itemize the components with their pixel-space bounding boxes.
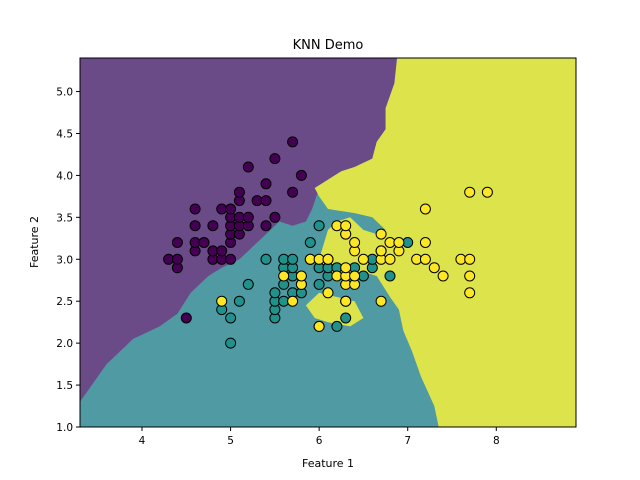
- x-tick-label: 5: [227, 435, 234, 447]
- point-class-2-36: [437, 270, 449, 282]
- x-tick-label: 8: [493, 435, 500, 447]
- point-class-0-32: [260, 195, 272, 207]
- point-class-0-38: [295, 169, 307, 181]
- point-class-2-6: [313, 320, 325, 332]
- point-class-2-17: [340, 220, 352, 232]
- y-tick-label: 4.5: [56, 128, 73, 140]
- point-class-1-3: [233, 295, 245, 307]
- point-class-1-31: [340, 312, 352, 324]
- y-tick-label: 5.0: [56, 87, 73, 99]
- point-class-2-25: [375, 245, 387, 257]
- region-class-2: [314, 58, 576, 427]
- point-class-2-30: [393, 237, 405, 248]
- point-class-1-9: [269, 287, 281, 299]
- point-class-0-16: [225, 253, 237, 265]
- point-class-2-39: [464, 270, 476, 282]
- point-class-1-23: [313, 278, 325, 290]
- decision-regions: [80, 58, 576, 427]
- point-class-0-37: [287, 136, 299, 148]
- y-tick-label: 3.5: [56, 212, 73, 224]
- point-class-1-29: [331, 320, 343, 332]
- point-class-2-12: [340, 295, 352, 307]
- point-class-2-8: [322, 287, 334, 299]
- point-class-0-9: [198, 237, 210, 248]
- point-class-0-28: [242, 211, 254, 223]
- point-class-1-1: [225, 337, 237, 349]
- point-class-2-34: [419, 203, 431, 215]
- point-class-1-5: [260, 253, 272, 265]
- point-class-2-26: [375, 228, 387, 240]
- y-tick-label: 2.0: [56, 338, 73, 350]
- point-class-0-3: [171, 237, 183, 248]
- point-class-2-38: [464, 287, 476, 299]
- x-axis-label: Feature 1: [302, 457, 354, 470]
- point-class-2-0: [216, 295, 228, 307]
- x-tick-label: 6: [316, 435, 323, 447]
- point-class-0-29: [242, 161, 254, 173]
- y-tick-label: 4.0: [56, 170, 73, 182]
- point-class-0-21: [225, 203, 237, 215]
- y-tick-label: 1.5: [56, 380, 73, 392]
- point-class-2-2: [287, 295, 299, 307]
- point-class-2-41: [464, 186, 476, 198]
- point-class-0-7: [189, 220, 201, 232]
- point-class-2-1: [278, 270, 290, 282]
- point-class-2-9: [322, 253, 334, 265]
- y-tick-label: 1.0: [56, 422, 73, 434]
- y-tick-label: 3.0: [56, 254, 73, 266]
- x-tick-label: 7: [404, 435, 411, 447]
- point-class-0-14: [216, 245, 228, 257]
- point-class-2-33: [419, 237, 431, 248]
- point-class-0-12: [207, 220, 219, 232]
- point-class-2-4: [295, 270, 307, 282]
- point-class-2-32: [419, 253, 431, 265]
- scatter-points: [163, 136, 493, 349]
- y-tick-label: 2.5: [56, 296, 73, 308]
- point-class-1-25: [313, 220, 325, 232]
- point-class-2-21: [349, 237, 361, 248]
- point-class-0-8: [189, 203, 201, 215]
- point-class-2-19: [349, 270, 361, 282]
- point-class-2-27: [384, 253, 396, 265]
- y-axis-label: Feature 2: [28, 216, 41, 268]
- point-class-2-23: [375, 295, 387, 307]
- point-class-0-2: [171, 253, 183, 265]
- point-class-1-2: [225, 312, 237, 324]
- x-axis-ticks: 4 5 6 7 8: [139, 427, 500, 447]
- point-class-1-21: [304, 237, 316, 248]
- point-class-0-34: [269, 211, 281, 223]
- point-class-0-35: [269, 153, 281, 165]
- point-class-2-22: [357, 253, 369, 265]
- point-class-2-42: [481, 186, 493, 198]
- point-class-1-4: [242, 278, 254, 290]
- point-class-2-35: [428, 262, 440, 274]
- x-tick-label: 4: [139, 435, 146, 447]
- point-class-0-31: [260, 220, 272, 232]
- point-class-0-36: [287, 186, 299, 198]
- plot-frame: [79, 57, 577, 428]
- y-axis-ticks: 1.0 1.5 2.0 2.5 3.0 3.5 4.0 4.5 5.0: [56, 87, 80, 434]
- point-class-2-15: [340, 262, 352, 274]
- chart-title: KNN Demo: [293, 38, 364, 53]
- point-class-0-4: [180, 312, 192, 324]
- point-class-1-17: [287, 253, 299, 265]
- point-class-0-33: [260, 178, 272, 190]
- point-class-1-39: [384, 270, 396, 282]
- point-class-0-26: [233, 186, 245, 198]
- point-class-2-40: [464, 253, 476, 265]
